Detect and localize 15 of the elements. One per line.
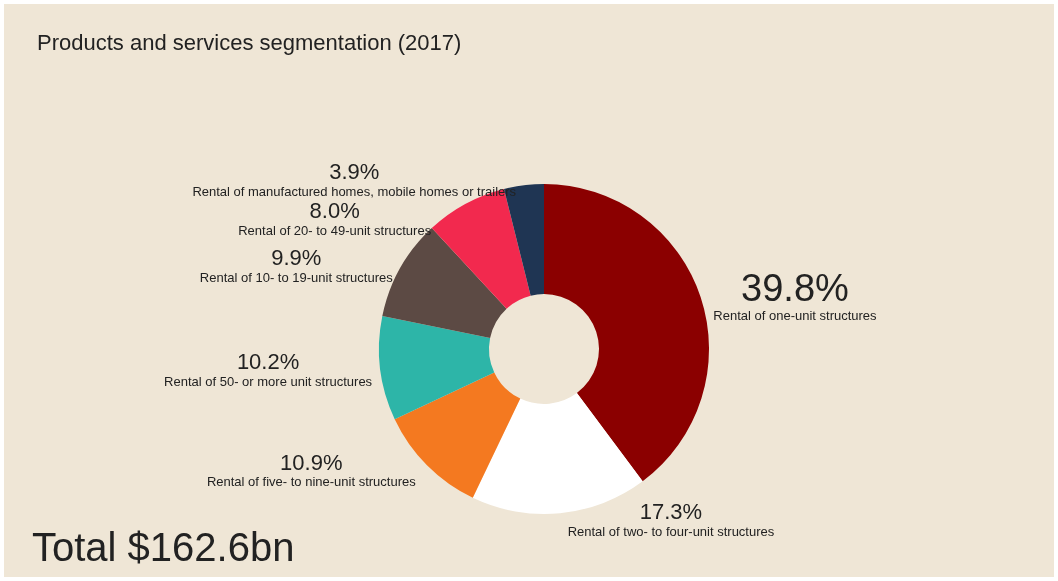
slice-label: Rental of 20- to 49-unit structures (238, 222, 432, 238)
slice-label: Rental of one-unit structures (713, 307, 878, 323)
chart-title: Products and services segmentation (2017) (37, 29, 462, 55)
slice-label: Rental of two- to four-unit structures (567, 523, 775, 539)
data-label: 9.9% (271, 245, 322, 271)
data-label: 10.9% (280, 449, 343, 475)
data-label: 3.9% (329, 159, 380, 185)
slice-label: Rental of 50- or more unit structures (164, 373, 373, 389)
data-label: 39.8% (741, 266, 849, 309)
text: Total $162.6bn (32, 525, 295, 569)
data-label: 17.3% (639, 499, 703, 525)
slice-label: Rental of 10- to 19-unit structures (199, 269, 394, 285)
slice-label: Rental of five- to nine-unit structures (206, 474, 417, 490)
data-label: 10.2% (236, 349, 300, 375)
data-label: 8.0% (309, 198, 360, 224)
